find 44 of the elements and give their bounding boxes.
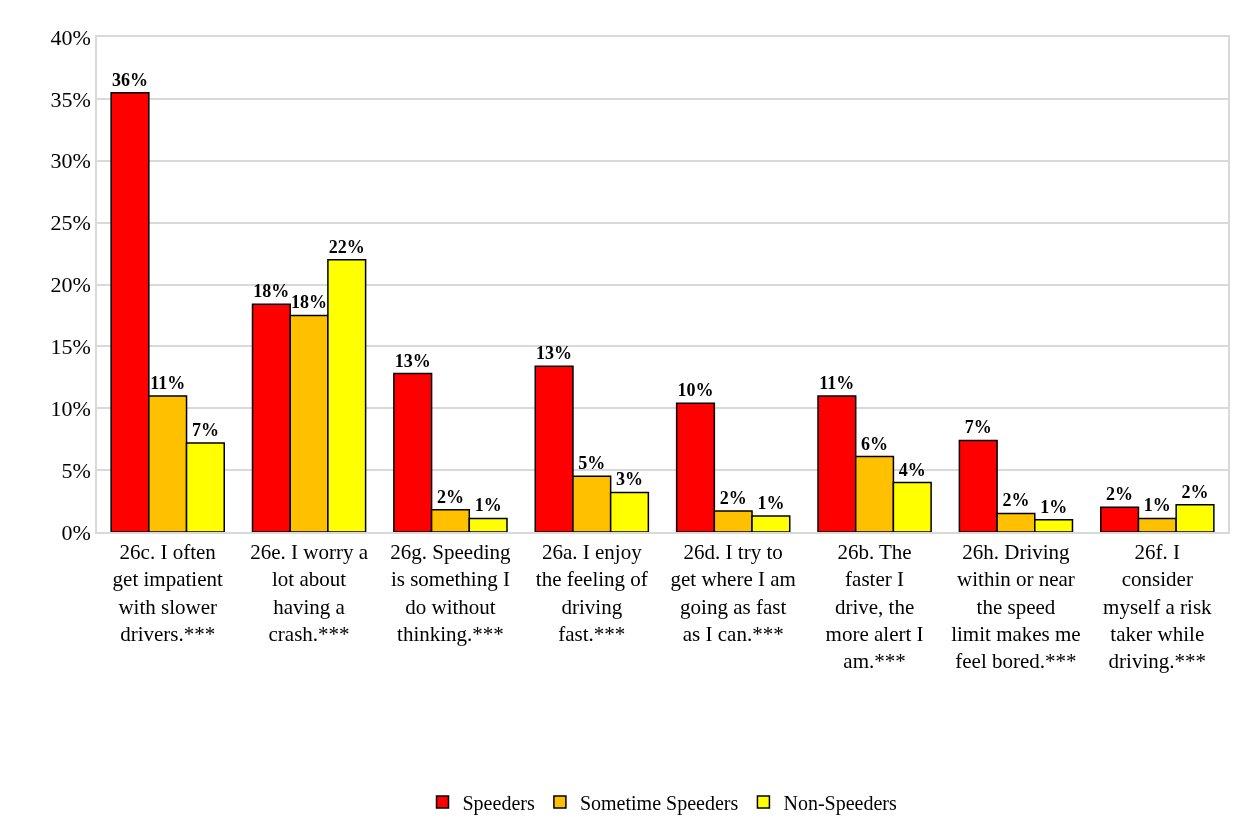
data-label: 1% bbox=[474, 495, 502, 516]
y-tick-label: 15% bbox=[50, 334, 91, 360]
data-label: 10% bbox=[677, 380, 714, 401]
x-tick-label: 26c. I often get impatient with slower drivers.*** bbox=[112, 539, 223, 646]
data-label: 3% bbox=[616, 469, 644, 490]
data-label: 7% bbox=[191, 419, 219, 440]
x-tick-label: 26f. I consider myself a risk taker while driving.*** bbox=[1103, 539, 1213, 674]
data-label: 1% bbox=[757, 492, 785, 513]
data-label: 11% bbox=[150, 372, 186, 393]
x-tick-label: 26e. I worry a lot about having a crash.*** bbox=[250, 539, 369, 646]
data-label: 2% bbox=[719, 487, 747, 508]
data-label: 18% bbox=[253, 281, 290, 302]
y-tick-label: 5% bbox=[61, 457, 91, 483]
y-tick-label: 10% bbox=[50, 395, 91, 421]
data-label: 6% bbox=[861, 433, 889, 454]
data-label: 11% bbox=[819, 372, 855, 393]
legend-label: Non-Speeders bbox=[783, 791, 897, 815]
data-label: 7% bbox=[964, 417, 992, 438]
x-tick-label: 26d. I try to get where I am going as fast as I can.*** bbox=[670, 539, 796, 646]
x-tick-label: 26h. Driving within or near the speed limit makes me feel bored.*** bbox=[951, 539, 1081, 674]
data-label: 1% bbox=[1143, 495, 1171, 516]
y-tick-label: 40% bbox=[50, 24, 91, 50]
data-label: 22% bbox=[328, 236, 365, 257]
data-label: 36% bbox=[111, 69, 148, 90]
y-tick-label: 35% bbox=[50, 86, 91, 112]
data-label: 5% bbox=[578, 453, 606, 474]
data-label: 1% bbox=[1040, 496, 1068, 517]
x-tick-label: 26b. The faster I drive, the more alert I am.*** bbox=[825, 539, 924, 674]
data-label: 4% bbox=[898, 459, 926, 480]
x-tick-label: 26g. Speeding is something I do without thinking.*** bbox=[390, 539, 512, 646]
data-label: 13% bbox=[536, 343, 573, 364]
y-tick-label: 0% bbox=[61, 519, 91, 545]
y-tick-label: 25% bbox=[50, 210, 91, 236]
data-label: 2% bbox=[1181, 481, 1209, 502]
data-label: 13% bbox=[394, 350, 431, 371]
legend-label: Speeders bbox=[462, 791, 535, 815]
y-tick-label: 30% bbox=[50, 148, 91, 174]
x-tick-label: 26a. I enjoy the feeling of driving fast.*** bbox=[535, 539, 648, 646]
legend-label: Sometime Speeders bbox=[579, 791, 739, 815]
data-label: 2% bbox=[1002, 490, 1030, 511]
data-label: 18% bbox=[291, 292, 328, 313]
data-label: 2% bbox=[436, 486, 464, 507]
y-tick-label: 20% bbox=[50, 272, 91, 298]
data-label: 2% bbox=[1106, 484, 1134, 505]
